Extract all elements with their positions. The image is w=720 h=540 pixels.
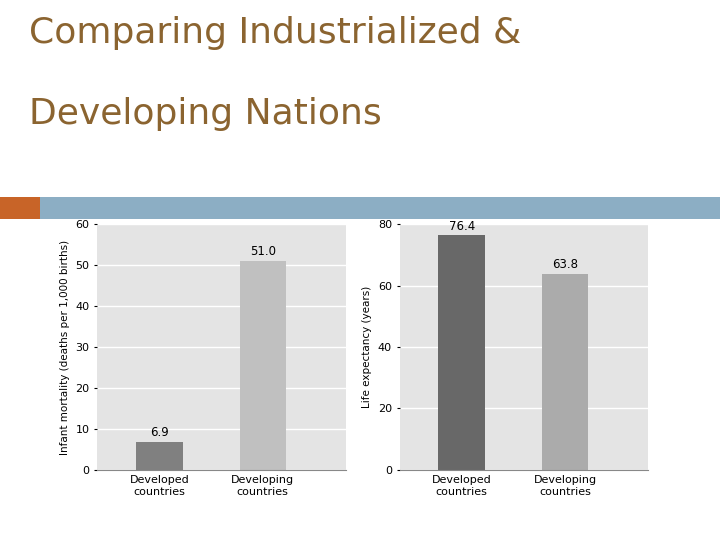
Bar: [438, 235, 485, 470]
Y-axis label: Life expectancy (years): Life expectancy (years): [362, 286, 372, 408]
Text: Comparing Industrialized &: Comparing Industrialized &: [29, 16, 521, 50]
Text: 51.0: 51.0: [250, 245, 276, 258]
Y-axis label: Infant mortality (deaths per 1,000 births): Infant mortality (deaths per 1,000 birth…: [60, 239, 70, 455]
Text: Developing Nations: Developing Nations: [29, 97, 382, 131]
Bar: [240, 261, 286, 470]
Text: 63.8: 63.8: [552, 259, 578, 272]
Text: 76.4: 76.4: [449, 220, 474, 233]
Text: 6.9: 6.9: [150, 427, 168, 440]
Bar: [542, 274, 588, 470]
Bar: [136, 442, 183, 470]
